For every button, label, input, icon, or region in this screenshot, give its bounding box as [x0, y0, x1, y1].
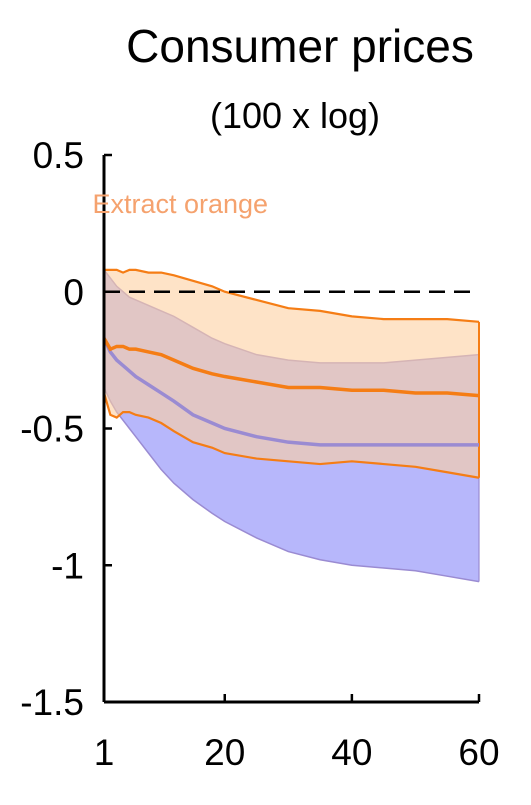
- series-0-lower-bound: [103, 387, 480, 583]
- chart-title: Consumer prices: [126, 20, 474, 72]
- chart-subtitle: (100 x log): [209, 95, 381, 136]
- annotation-label: Extract orange: [92, 189, 268, 219]
- series-1-upper-bound: [104, 268, 480, 323]
- x-tick-label: 60: [458, 732, 499, 773]
- y-tick-label: 0: [63, 272, 84, 313]
- series-1-lower-bound: [102, 392, 480, 479]
- series-0-median-line: [102, 337, 479, 447]
- series-1-median-line: [102, 337, 480, 398]
- x-tick-label: 40: [331, 732, 372, 773]
- y-tick-label: -1.5: [20, 682, 84, 723]
- series-1-band: [104, 269, 479, 478]
- y-tick-label: 0.5: [33, 135, 84, 176]
- y-tick-label: -1: [51, 545, 84, 586]
- x-tick-label: 1: [94, 732, 115, 773]
- x-tick-label: 20: [204, 732, 245, 773]
- y-tick-label: -0.5: [20, 409, 84, 450]
